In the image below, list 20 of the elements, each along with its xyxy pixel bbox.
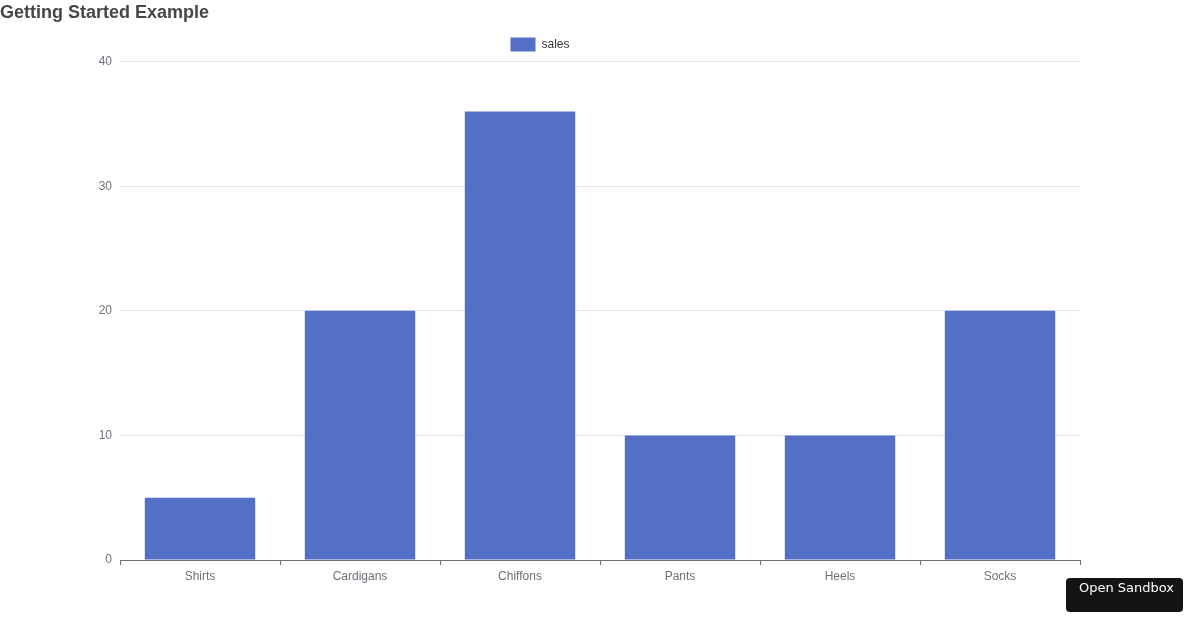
open-sandbox-button: Open Sandbox xyxy=(1066,578,1183,612)
bar xyxy=(464,111,576,560)
bar xyxy=(144,497,256,560)
bar xyxy=(624,435,736,560)
chart-title: Getting Started Example xyxy=(0,1,210,22)
y-tick-label: 30 xyxy=(98,178,113,193)
x-tick-label: Heels xyxy=(824,568,856,583)
bar xyxy=(944,310,1056,560)
y-tick-label: 10 xyxy=(98,427,113,442)
bar xyxy=(304,310,416,560)
x-tick-label: Shirts xyxy=(184,568,216,583)
y-tick-label: 0 xyxy=(105,552,113,567)
y-tick-label: 20 xyxy=(98,303,113,318)
bar xyxy=(784,435,896,560)
x-tick-label: Chiffons xyxy=(498,568,542,583)
y-tick-label: 40 xyxy=(98,53,113,68)
x-tick-label: Cardigans xyxy=(332,568,388,583)
x-tick-label: Pants xyxy=(664,568,696,583)
x-tick-label: Socks xyxy=(983,568,1017,583)
legend-label: sales xyxy=(541,36,570,51)
